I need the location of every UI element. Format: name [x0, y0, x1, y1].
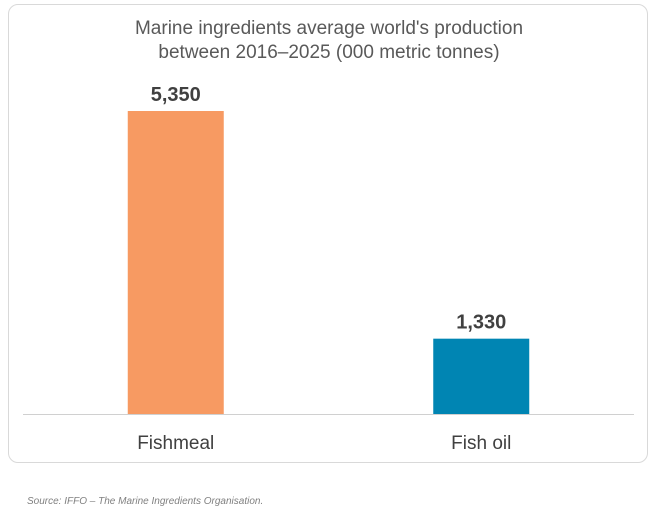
value-label-fishmeal: 5,350 — [151, 84, 201, 106]
bar-fishmeal — [127, 111, 224, 414]
value-label-fish-oil: 1,330 — [456, 312, 506, 334]
category-label-fish-oil: Fish oil — [451, 433, 511, 454]
chart-card: Marine ingredients average world's produ… — [8, 4, 648, 463]
bar-chart: 5,350 Fishmeal 1,330 Fish oil — [23, 84, 634, 454]
category-label-fishmeal: Fishmeal — [137, 433, 214, 454]
chart-title: Marine ingredients average world's produ… — [9, 17, 649, 65]
chart-title-line-1: Marine ingredients average world's produ… — [134, 18, 524, 39]
bar-fish-oil — [433, 338, 530, 414]
source-note: Source: IFFO – The Marine Ingredients Or… — [27, 496, 264, 507]
chart-title-line-2: between 2016–2025 (000 metric tonnes) — [158, 42, 500, 63]
